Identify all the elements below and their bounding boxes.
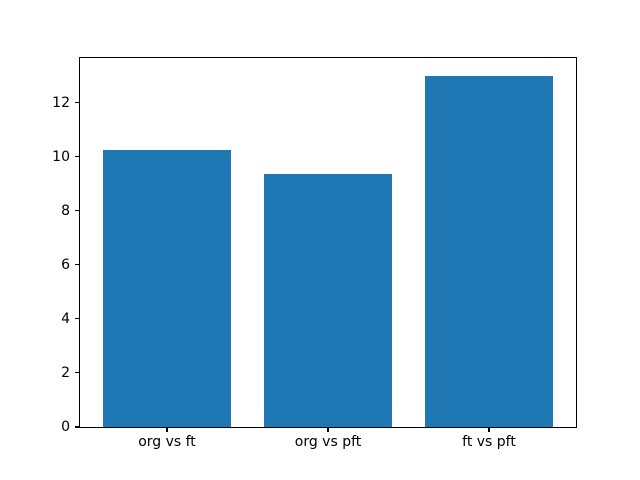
y-tick-label: 12: [52, 94, 70, 111]
y-tick-mark: [75, 318, 79, 320]
y-tick-label: 0: [61, 419, 70, 435]
bar-ft-vs-pft: [424, 75, 554, 427]
x-tick-mark: [327, 428, 329, 432]
y-tick-mark: [75, 372, 79, 374]
bar-org-vs-pft: [263, 174, 393, 427]
y-tick-label: 2: [61, 364, 70, 381]
y-tick-label: 10: [52, 148, 70, 165]
bar-org-vs-ft: [102, 149, 232, 427]
y-tick-mark: [75, 210, 79, 212]
x-tick-mark: [488, 428, 490, 432]
y-tick-mark: [75, 156, 79, 158]
x-tick-label: org vs ft: [138, 434, 196, 450]
y-tick-mark: [75, 264, 79, 266]
y-tick-label: 8: [61, 202, 70, 219]
y-tick-label: 4: [61, 310, 70, 327]
x-tick-label: ft vs pft: [462, 434, 516, 450]
y-tick-mark: [75, 102, 79, 104]
x-tick-mark: [166, 428, 168, 432]
y-tick-label: 6: [61, 256, 70, 273]
plot-area: [79, 57, 577, 428]
x-tick-label: org vs pft: [294, 434, 362, 450]
y-tick-mark: [75, 426, 79, 428]
